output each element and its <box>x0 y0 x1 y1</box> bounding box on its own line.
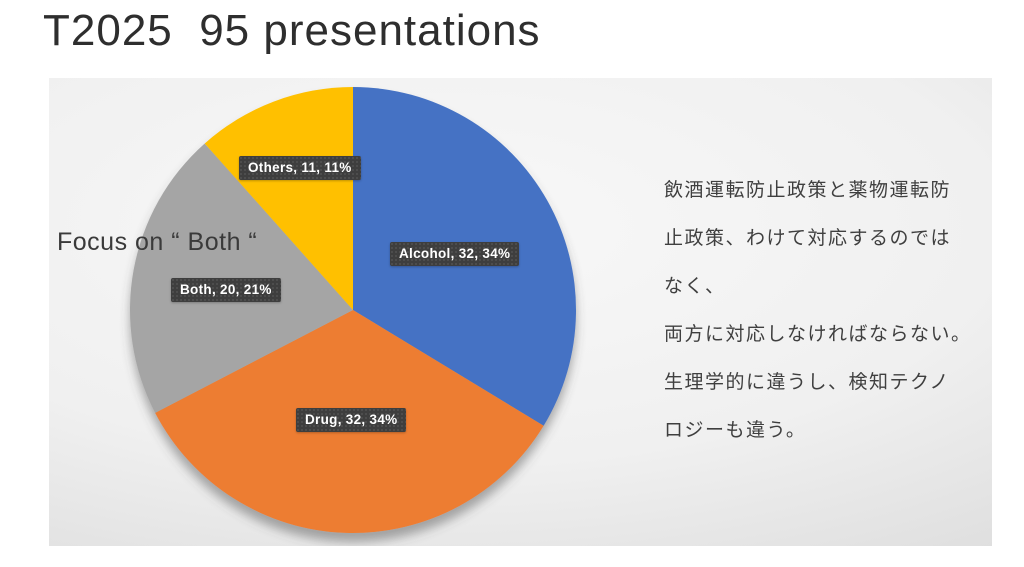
pie-label-others: Others, 11, 11% <box>239 156 361 180</box>
chart-panel: Others, 11, 11% Alcohol, 32, 34% Both, 2… <box>49 78 992 546</box>
slide-title: T2025 95 presentations <box>43 6 541 55</box>
pie-label-drug: Drug, 32, 34% <box>296 408 407 432</box>
focus-annotation: Focus on “ Both “ <box>57 228 258 256</box>
notes-text: 飲酒運転防止政策と薬物運転防 止政策、わけて対応するのでは なく、 両方に対応し… <box>664 167 994 455</box>
notes-line: なく、 <box>664 276 726 297</box>
notes-line: ロジーも違う。 <box>664 420 807 441</box>
pie-slice-others <box>204 87 353 310</box>
pie-label-both: Both, 20, 21% <box>171 278 281 302</box>
notes-line: 両方に対応しなければならない。 <box>664 324 972 345</box>
pie-label-alcohol: Alcohol, 32, 34% <box>390 242 520 266</box>
notes-line: 生理学的に違うし、検知テクノ <box>664 372 950 393</box>
notes-line: 飲酒運転防止政策と薬物運転防 <box>664 180 952 201</box>
notes-line: 止政策、わけて対応するのでは <box>664 228 952 249</box>
